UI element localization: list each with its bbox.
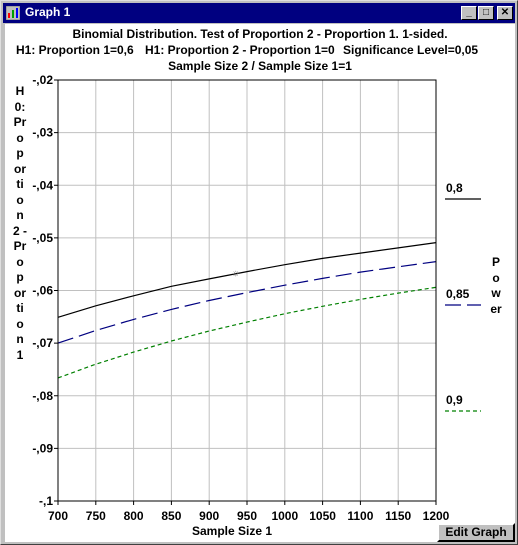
legend-label: 0,9 [446,393,463,407]
subtitle-difference: H1: Proportion 2 - Proportion 1=0 [145,43,335,57]
y-tick-label: -,02 [32,73,53,87]
x-tick-label: 850 [161,509,181,523]
y-tick-label: -,1 [39,494,53,508]
x-tick-label: 1100 [347,509,373,523]
y-tick-label: -,06 [32,284,53,298]
y-tick-label: -,07 [32,336,53,350]
edit-graph-button[interactable]: Edit Graph [437,523,515,542]
y-tick-label: -,05 [32,231,53,245]
x-tick-label: 1050 [309,509,336,523]
x-tick-label: 1200 [423,509,450,523]
legend-label: 0,8 [446,181,463,195]
subtitle-proportion-1: H1: Proportion 1=0,6 [16,43,134,57]
y-axis-label: H0: Proportion 2 - Proportion 1 [13,84,28,362]
maximize-button[interactable]: □ [478,6,494,20]
legend-label: 0,85 [446,287,470,301]
subtitle-ratio: Sample Size 2 / Sample Size 1=1 [168,59,352,73]
series-line [57,286,437,379]
y-tick-label: -,08 [32,389,53,403]
chart-plot: ☼ 700 750 800 850 900 950 1000 1050 1100 1150 1200… [32,73,481,538]
x-axis-label: Sample Size 1 [192,524,272,538]
window-title: Graph 1 [25,5,71,19]
x-tick-label: 750 [86,509,106,523]
x-tick-label: 700 [48,509,68,523]
close-button[interactable]: ✕ [497,6,513,20]
x-tick-label: 1150 [385,509,411,523]
chart-title: Binomial Distribution. Test of Proportio… [72,27,448,41]
subtitle-significance: Significance Level=0,05 [343,43,479,57]
series-line [57,242,437,318]
minimize-button[interactable]: _ [461,6,477,20]
x-tick-label: 950 [237,509,257,523]
x-tick-label: 800 [124,509,144,523]
y-tick-label: -,09 [32,441,53,455]
series-line [57,261,437,344]
chart-area: Binomial Distribution. Test of Proportio… [5,24,515,542]
y-tick-label: -,03 [32,126,53,140]
plot-annotation: ☼ [231,268,240,279]
y-tick-label: -,04 [32,178,53,192]
chart-icon [6,6,20,20]
title-bar[interactable]: Graph 1 _ □ ✕ [3,3,515,23]
legend-title: Power [490,255,502,316]
x-tick-label: 900 [199,509,219,523]
x-tick-label: 1000 [271,509,298,523]
